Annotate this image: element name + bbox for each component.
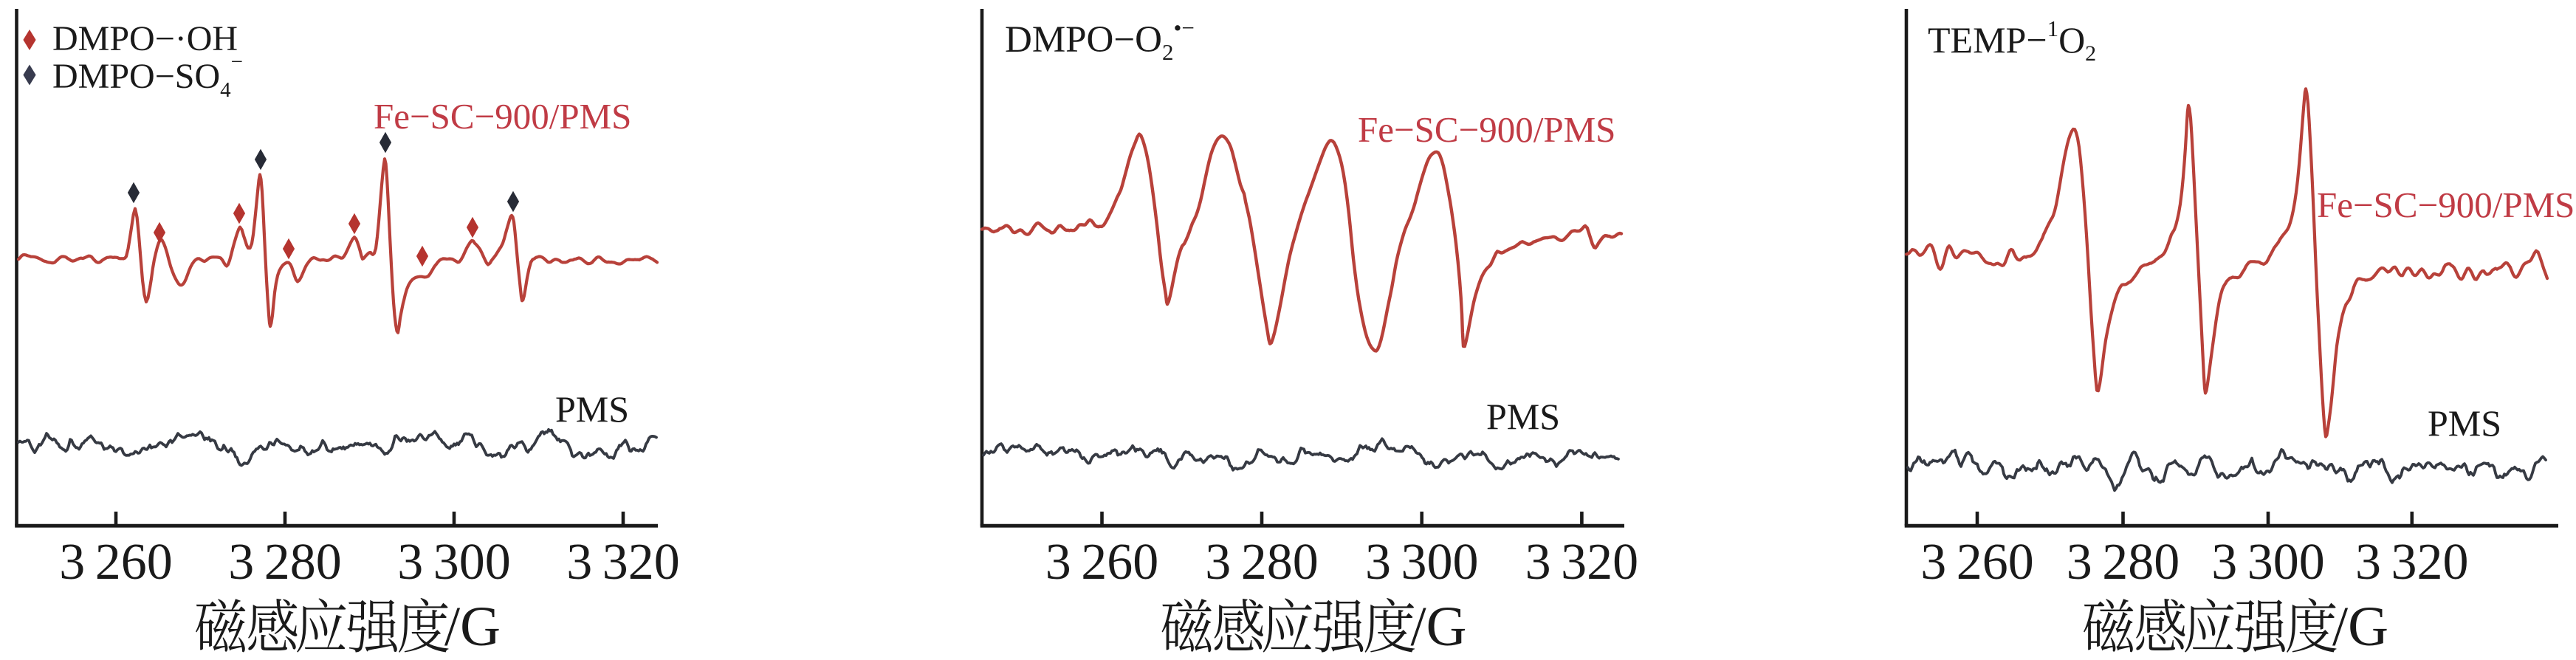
svg-text:/G: /G — [444, 596, 501, 656]
svg-text:Fe−SC−900/PMS: Fe−SC−900/PMS — [1358, 109, 1615, 150]
svg-text:3 280: 3 280 — [2067, 534, 2180, 591]
svg-text:3 260: 3 260 — [1045, 534, 1159, 591]
svg-text:DMPO−·OH: DMPO−·OH — [52, 19, 238, 58]
svg-text:/G: /G — [2332, 596, 2388, 656]
svg-text:DMPO−O2•−: DMPO−O2•− — [1005, 15, 1195, 65]
svg-text:3 280: 3 280 — [228, 534, 342, 591]
svg-text:PMS: PMS — [555, 388, 629, 430]
svg-text:3 320: 3 320 — [566, 534, 680, 591]
svg-text:TEMP−1O2: TEMP−1O2 — [1928, 16, 2096, 66]
svg-text:3 300: 3 300 — [2211, 534, 2325, 591]
svg-text:3 260: 3 260 — [59, 534, 173, 591]
svg-text:/G: /G — [1411, 596, 1467, 656]
svg-text:Fe−SC−900/PMS: Fe−SC−900/PMS — [2317, 185, 2575, 225]
svg-text:Fe−SC−900/PMS: Fe−SC−900/PMS — [374, 96, 631, 137]
svg-text:3 300: 3 300 — [1365, 534, 1479, 591]
svg-text:3 320: 3 320 — [1525, 534, 1639, 591]
svg-text:PMS: PMS — [2428, 402, 2501, 444]
svg-text:3 320: 3 320 — [2355, 534, 2469, 591]
svg-text:3 280: 3 280 — [1205, 534, 1319, 591]
svg-text:3 260: 3 260 — [1920, 534, 2034, 591]
svg-text:DMPO−SO4−: DMPO−SO4− — [52, 50, 243, 102]
svg-text:3 300: 3 300 — [397, 534, 511, 591]
svg-text:PMS: PMS — [1486, 396, 1560, 437]
